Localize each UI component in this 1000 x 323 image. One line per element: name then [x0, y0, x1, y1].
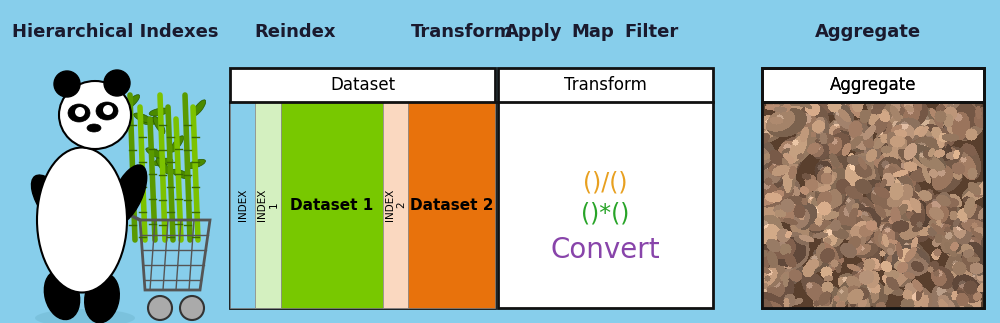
Text: Map: Map: [572, 23, 614, 41]
Text: ()/(): ()/(): [583, 170, 628, 194]
Ellipse shape: [134, 113, 152, 123]
Bar: [230, 102, 255, 308]
Text: Aggregate: Aggregate: [815, 23, 921, 41]
Bar: [498, 68, 713, 308]
Bar: [408, 102, 495, 308]
Ellipse shape: [96, 102, 118, 120]
Ellipse shape: [186, 159, 206, 169]
Text: Aggregate: Aggregate: [830, 76, 916, 94]
Ellipse shape: [31, 175, 79, 235]
Text: ()*(): ()*(): [581, 201, 630, 225]
Bar: [383, 102, 408, 308]
Ellipse shape: [54, 71, 80, 97]
Text: Apply: Apply: [505, 23, 563, 41]
Circle shape: [148, 296, 172, 320]
Text: INDEX
2: INDEX 2: [385, 189, 407, 221]
Ellipse shape: [37, 148, 127, 293]
Ellipse shape: [153, 158, 173, 166]
Text: Transform: Transform: [564, 76, 647, 94]
Text: Aggregate: Aggregate: [830, 76, 916, 94]
Text: INDEX
1: INDEX 1: [257, 189, 279, 221]
Text: Dataset 2: Dataset 2: [410, 197, 493, 213]
Bar: [762, 68, 984, 308]
Circle shape: [180, 296, 204, 320]
Ellipse shape: [149, 108, 169, 116]
Ellipse shape: [109, 165, 147, 225]
Ellipse shape: [146, 148, 164, 158]
Ellipse shape: [153, 116, 165, 134]
Ellipse shape: [124, 95, 140, 109]
Ellipse shape: [85, 273, 119, 323]
Ellipse shape: [35, 309, 135, 323]
Text: Dataset: Dataset: [330, 76, 395, 94]
Ellipse shape: [59, 81, 131, 149]
Ellipse shape: [192, 100, 206, 116]
Text: Transform: Transform: [411, 23, 513, 41]
Bar: [281, 102, 383, 308]
Text: Reindex: Reindex: [254, 23, 336, 41]
Text: Convert: Convert: [551, 236, 660, 264]
Ellipse shape: [170, 136, 184, 152]
Ellipse shape: [68, 104, 90, 122]
Bar: [255, 102, 281, 308]
Ellipse shape: [172, 169, 190, 179]
Circle shape: [75, 107, 85, 117]
Text: INDEX: INDEX: [238, 189, 248, 221]
Text: Dataset 1: Dataset 1: [290, 197, 374, 213]
Ellipse shape: [156, 158, 170, 174]
Ellipse shape: [44, 270, 80, 319]
Ellipse shape: [87, 124, 101, 132]
Circle shape: [103, 105, 113, 115]
Bar: [230, 68, 495, 308]
Bar: [762, 68, 984, 308]
Ellipse shape: [141, 118, 161, 125]
Ellipse shape: [104, 70, 130, 96]
Text: Hierarchical Indexes: Hierarchical Indexes: [12, 23, 218, 41]
Text: Filter: Filter: [625, 23, 679, 41]
